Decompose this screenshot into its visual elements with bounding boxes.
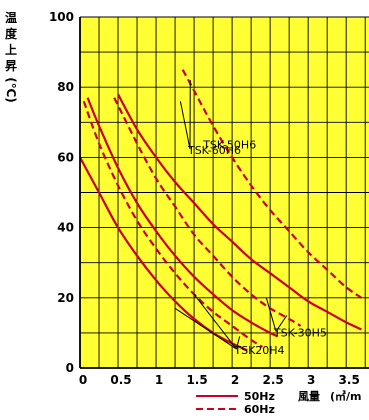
- y-tick-label: 80: [57, 80, 74, 94]
- x-tick-label: 0: [79, 373, 87, 387]
- legend-label-60hz: 60Hz: [244, 403, 275, 415]
- y-axis-title-char: 温: [5, 11, 17, 25]
- annotation-tsk20h4: TSK20H4: [233, 344, 284, 357]
- y-axis-title-char: 昇: [5, 59, 17, 73]
- legend-label-50hz: 50Hz: [244, 390, 275, 403]
- y-tick-labels: 0 20 40 60 80 100: [49, 10, 74, 375]
- x-axis-unit: (㎥/m: [330, 389, 362, 403]
- x-tick-label: 0.5: [110, 373, 131, 387]
- y-tick-label: 20: [57, 291, 74, 305]
- y-axis-unit: (℃): [4, 77, 18, 103]
- y-tick-label: 100: [49, 10, 74, 24]
- x-tick-label: 1: [155, 373, 163, 387]
- y-tick-label: 60: [57, 150, 74, 164]
- x-axis-title: 風量: [298, 390, 320, 403]
- annotation-tsk-50h6: TSK-50H6: [202, 139, 256, 152]
- y-tick-label: 0: [66, 361, 74, 375]
- x-tick-label: 3.5: [339, 373, 360, 387]
- x-tick-labels: 0 0.5 1 1.5 2 2.5 3 3.5: [79, 373, 360, 387]
- y-tick-label: 40: [57, 221, 74, 235]
- y-axis-title-char: 上: [5, 42, 17, 57]
- x-tick-label: 1.5: [186, 373, 207, 387]
- y-axis-title-char: 度: [5, 26, 18, 41]
- x-tick-label: 3: [307, 373, 315, 387]
- x-tick-label: 2: [231, 373, 239, 387]
- x-tick-label: 2.5: [262, 373, 283, 387]
- annotation-tsk-30h5: TSK-30H5: [273, 326, 327, 339]
